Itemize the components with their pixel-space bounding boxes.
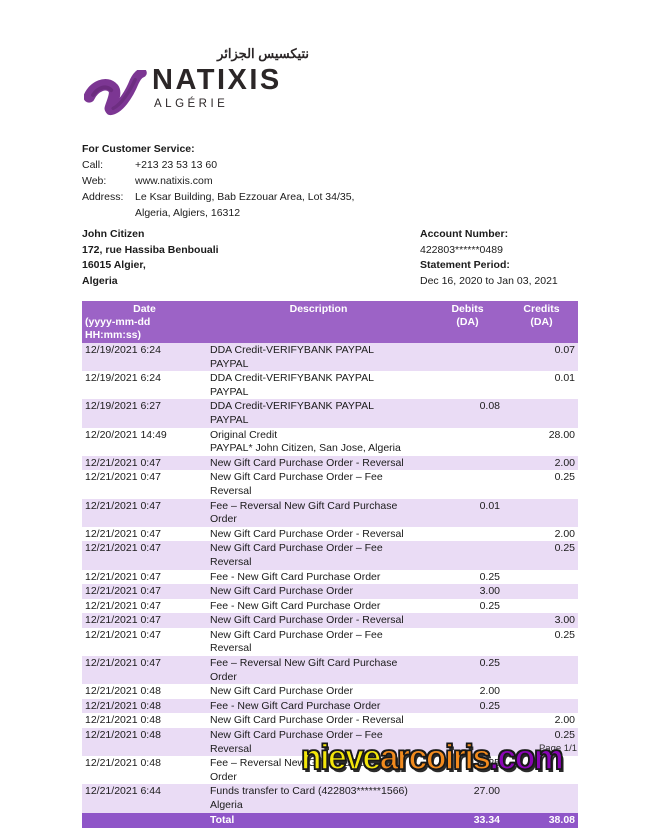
address-line-2: Algeria, Algiers, 16312 <box>135 207 241 219</box>
table-row: 12/21/2021 0:47 Fee - New Gift Card Purch… <box>85 570 500 583</box>
table-row: 12/21/2021 0:48 Fee – Reversal New Gift C… <box>85 757 500 783</box>
account-number-value: 422803******0489 <box>420 243 503 256</box>
customer-service-block: For Customer Service: Call: +213 23 53 1… <box>82 141 354 221</box>
customer-country: Algeria <box>82 274 118 287</box>
table-row: 12/21/2021 0:47 Fee - New Gift Card Purch… <box>85 599 500 612</box>
column-header-debits: Debits (DA) <box>430 301 505 343</box>
customer-address-block: John Citizen 172, rue Hassiba Benbouali … <box>82 227 578 289</box>
table-row: 12/21/2021 0:47 New Gift Card Purchase Or… <box>85 471 575 497</box>
watermark-part-1: nieve <box>300 737 382 778</box>
transactions-body: 12/19/2021 6:24 DDA Credit-VERIFYBANK PAY… <box>82 343 578 813</box>
table-total-row: Total 33.34 38.08 <box>82 812 578 828</box>
customer-street: 172, rue Hassiba Benbouali <box>82 243 219 256</box>
statement-period-label: Statement Period: <box>420 259 510 271</box>
column-header-credits: Credits (DA) <box>505 301 578 343</box>
column-header-description: Description <box>207 301 430 343</box>
customer-service-call: Call: +213 23 53 13 60 <box>82 157 354 173</box>
account-number-label: Account Number: <box>420 228 509 240</box>
column-header-date: Date (yyyy-mm-dd HH:mm:ss) <box>82 301 207 343</box>
watermark-part-2: arcoiris <box>379 737 492 778</box>
web-label: Web: <box>82 175 107 187</box>
natixis-check-logo-icon <box>84 70 147 116</box>
total-debits: 33.34 <box>430 812 505 828</box>
customer-service-address: Address: Le Ksar Building, Bab Ezzouar A… <box>82 189 354 205</box>
address-label: Address: <box>82 191 124 203</box>
customer-name: John Citizen <box>82 228 145 240</box>
table-row: 12/21/2021 0:48 New Gift Card Purchase Or… <box>85 714 575 727</box>
table-row: 12/20/2021 14:49 Original Credit PAYPAL* J… <box>85 428 575 455</box>
watermark-part-3: .com <box>489 737 565 778</box>
table-row: 12/19/2021 6:27 DDA Credit-VERIFYBANK PAY… <box>82 399 578 428</box>
bank-name-arabic: نتيكسيس الجزائر <box>217 46 309 61</box>
total-credits: 38.08 <box>505 812 578 828</box>
statement-info-block: John Citizen 172, rue Hassiba Benbouali … <box>82 227 578 289</box>
table-row: 12/21/2021 0:47 New Gift Card Purchase Or… <box>82 584 578 599</box>
table-row: 12/21/2021 6:44 Funds transfer to Card (4… <box>82 784 578 813</box>
transactions-table: Date (yyyy-mm-dd HH:mm:ss) Description D… <box>82 301 578 828</box>
table-row: 12/21/2021 0:47 Fee – Reversal New Gift C… <box>82 498 578 527</box>
address-line-1: Le Ksar Building, Bab Ezzouar Area, Lot … <box>135 191 355 203</box>
table-row: 12/21/2021 0:47 New Gift Card Purchase Or… <box>82 455 578 471</box>
table-row: 12/21/2021 0:47 New Gift Card Purchase Or… <box>85 527 575 540</box>
call-value: +213 23 53 13 60 <box>135 159 218 171</box>
table-row: 12/21/2021 0:47 Fee – Reversal New Gift C… <box>82 656 578 685</box>
bank-name: NATIXIS <box>152 64 282 96</box>
table-header: Date (yyyy-mm-dd HH:mm:ss) Description D… <box>82 301 578 343</box>
table-row: 12/19/2021 6:24 DDA Credit-VERIFYBANK PAY… <box>85 372 575 398</box>
page-number: Page 1/1 <box>538 743 577 754</box>
account-info-block: Account Number: 422803******0489 Stateme… <box>420 227 558 289</box>
statement-period-value: Dec 16, 2020 to Jan 03, 2021 <box>420 274 558 287</box>
bank-region: ALGÉRIE <box>154 98 229 110</box>
customer-service-title: For Customer Service: <box>82 143 195 155</box>
bank-logo: نتيكسيس الجزائر NATIXIS ALGÉRIE <box>84 46 309 116</box>
customer-service-web: Web: www.natixis.com <box>82 173 354 189</box>
total-label: Total <box>207 812 430 828</box>
call-label: Call: <box>82 159 104 171</box>
table-row: 12/21/2021 0:47 New Gift Card Purchase Or… <box>82 541 578 570</box>
table-row: 12/21/2021 0:48 Fee - New Gift Card Purch… <box>82 698 578 714</box>
table-row: 12/21/2021 0:47 New Gift Card Purchase Or… <box>85 628 575 655</box>
web-value: www.natixis.com <box>135 175 213 187</box>
table-row: 12/19/2021 6:24 DDA Credit-VERIFYBANK PAY… <box>82 343 578 372</box>
watermark: nievearcoiris.com <box>300 737 565 778</box>
table-row: 12/21/2021 0:48 New Gift Card Purchase Or… <box>82 728 578 757</box>
table-row: 12/21/2021 0:47 New Gift Card Purchase Or… <box>82 613 578 628</box>
table-row: 12/21/2021 0:48 New Gift Card Purchase Or… <box>85 685 500 698</box>
customer-city: 16015 Algier, <box>82 259 146 271</box>
